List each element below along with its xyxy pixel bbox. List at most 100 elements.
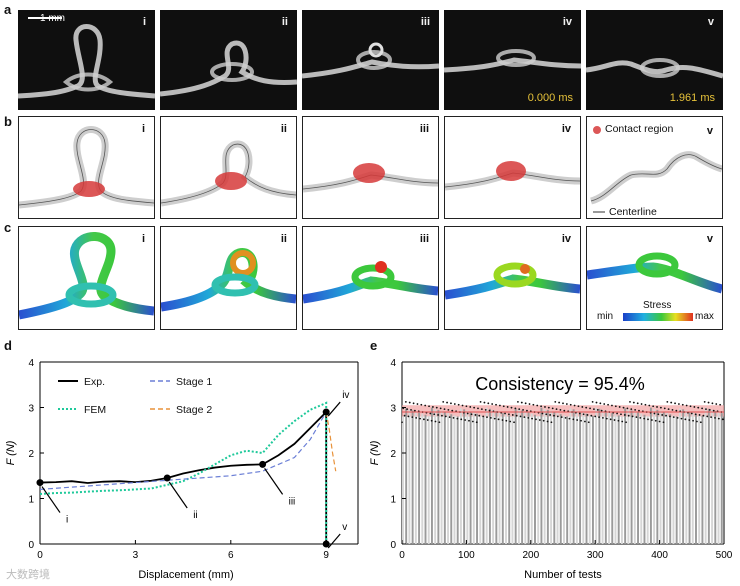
chart-e-bar (627, 409, 630, 544)
chart-e-point (517, 400, 519, 403)
chart-e-point (671, 408, 674, 411)
chart-e-point (420, 403, 423, 406)
chart-e-bar (459, 408, 462, 544)
chart-e-point (428, 405, 430, 408)
chart-e-point (638, 409, 640, 412)
chart-e-point (456, 417, 459, 420)
chart-e-point (514, 407, 517, 410)
chart-e-point (715, 403, 718, 405)
chart-e-point (447, 408, 450, 411)
chart-e-point (510, 406, 513, 409)
chart-e-point (520, 401, 523, 404)
chart-e-bar (675, 416, 678, 544)
chart-e-bar (482, 415, 485, 544)
chart-e-point (563, 409, 566, 412)
chart-d-marker-label: iii (289, 496, 296, 507)
contact-knot-iii (303, 163, 438, 193)
chart-d-marker-label: iv (342, 390, 349, 401)
contact-knot-v (589, 126, 722, 213)
chart-e-bar (698, 414, 701, 544)
sim-c-iii: iii (302, 226, 439, 330)
stage-label-c-iii: iii (419, 233, 429, 245)
chart-e-point (444, 415, 447, 418)
chart-e-point (648, 404, 651, 407)
chart-e-point (545, 413, 548, 416)
chart-e-ylabel: F (N) (370, 440, 381, 465)
chart-e-point (678, 403, 680, 405)
chart-e-point (618, 406, 621, 408)
chart-e-point (712, 409, 715, 412)
chart-e-bar (511, 416, 514, 544)
chart-e-bar (640, 413, 643, 544)
chart-d-ytick-label: 1 (28, 495, 34, 506)
chart-e-bar (492, 409, 495, 544)
chart-e-bar (611, 413, 614, 544)
chart-e-point (636, 402, 639, 405)
sim-b-iii: iii (302, 116, 439, 219)
chart-e-bar (688, 411, 691, 544)
chart-e-point (483, 401, 486, 404)
chart-e-point (559, 408, 562, 411)
chart-e-point (551, 407, 554, 410)
chart-e-point (404, 400, 407, 403)
chart-e-point (620, 413, 622, 416)
chart-e-point (694, 413, 697, 416)
chart-e-point (689, 405, 692, 408)
chart-e-bar (456, 416, 459, 544)
chart-d-marker-arrow (327, 533, 341, 549)
stage-label-c-i: i (141, 233, 145, 245)
chart-e-point (502, 405, 505, 408)
legend-fem-label: FEM (84, 404, 106, 416)
photo-a-ii: ii (160, 10, 297, 110)
chart-e-point (622, 406, 625, 409)
chart-e-point (437, 414, 439, 416)
chart-e-bar (678, 408, 681, 544)
chart-e-point (577, 405, 580, 408)
chart-e-point (527, 416, 530, 419)
chart-e-point (659, 406, 662, 409)
chart-e-xtick-label: 300 (587, 550, 604, 561)
chart-e-point (647, 418, 649, 421)
legend-centerline-label: Centerline (609, 206, 657, 218)
chart-e-point (562, 402, 564, 405)
chart-e-point (410, 408, 412, 411)
chart-e-point (558, 401, 561, 404)
chart-e-bar (447, 413, 450, 544)
chart-e-plot-area: 0 100 200 300 400 500 0 1 2 3 4 (390, 358, 732, 561)
stage-label-a-iii: iii (420, 16, 430, 28)
chart-e-point (634, 408, 637, 411)
chart-d-series-line (325, 411, 337, 472)
chart-e-bar (620, 416, 623, 544)
chart-e-point (666, 400, 669, 403)
chart-e-point (667, 408, 670, 411)
photo-a-iv: iv 0.000 ms (444, 10, 581, 110)
chart-e-ytick-label: 2 (390, 449, 396, 460)
chart-e-point (600, 409, 603, 412)
chart-e-bar (485, 407, 488, 544)
chart-e-bar (624, 408, 627, 544)
sim-b-ii: ii (160, 116, 297, 219)
chart-e-xtick-label: 0 (399, 550, 405, 561)
chart-e-point (553, 414, 555, 417)
stage-label-c-iv: iv (561, 233, 571, 245)
chart-e-point (498, 404, 501, 407)
chart-d-xlabel: Displacement (mm) (138, 569, 233, 581)
panel-label-a: a (4, 2, 12, 17)
chart-e-point (586, 414, 589, 416)
chart-e-bar (402, 416, 404, 544)
chart-e-xtick-label: 500 (716, 550, 733, 561)
chart-e-bar (711, 409, 714, 544)
chart-e-point (693, 406, 696, 408)
chart-e-bar (653, 408, 656, 544)
chart-e-point (613, 419, 616, 421)
panel-label-b: b (4, 114, 12, 129)
contact-knot-ii (161, 140, 296, 207)
chart-e-point (486, 416, 488, 419)
stage-label-a-v: v (707, 16, 714, 28)
chart-e-ytick-label: 0 (390, 540, 396, 551)
chart-e-bar (534, 414, 536, 544)
chart-d-xtick-label: 6 (228, 550, 234, 561)
chart-e-point (658, 420, 661, 423)
chart-e-point (603, 403, 606, 405)
